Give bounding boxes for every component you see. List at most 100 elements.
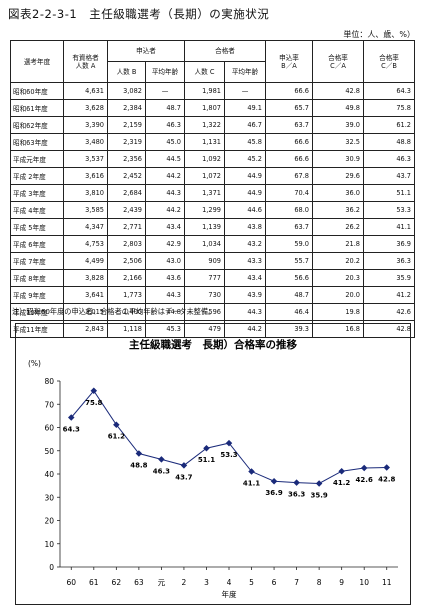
cell-year: 平成 8年度 [10, 269, 64, 287]
chart-frame: 主任級職選考 長期）合格率の推移 (%) 0 10 20 30 40 50 60 70 80 60 61… [15, 323, 411, 605]
cell-b-age: 46.3 [145, 116, 185, 134]
y-tick-label: 0 [49, 563, 54, 572]
header-qualified: 有資格者 人数 A [63, 40, 108, 83]
data-point [293, 479, 300, 486]
cell-a: 4,499 [63, 252, 108, 270]
cell-year: 平成 9年度 [10, 286, 64, 304]
data-point [248, 468, 255, 475]
cell-year: 平成 3年度 [10, 184, 64, 202]
cell-cb: 41.2 [363, 286, 415, 304]
x-tick-label: 11 [382, 578, 392, 587]
cell-a: 3,810 [63, 184, 108, 202]
cell-cb: 61.2 [363, 116, 415, 134]
cell-c-age: — [224, 82, 266, 100]
y-tick-label: 80 [44, 377, 54, 386]
cell-cb: 53.3 [363, 201, 415, 219]
data-label: 75.8 [85, 399, 102, 407]
x-tick-label: 9 [339, 578, 344, 587]
table-row: 平成10年度 3,015 1,400 44.8 596 44.3 46.4 19.8 42.6 [10, 303, 415, 321]
cell-b: 2,319 [107, 133, 146, 151]
cell-c: 1,322 [184, 116, 225, 134]
cell-b: 2,452 [107, 167, 146, 185]
data-label: 36.9 [265, 489, 282, 497]
x-tick-label: 63 [134, 578, 144, 587]
data-label: 43.7 [175, 473, 192, 481]
cell-b: 2,771 [107, 218, 146, 236]
x-axis-label: 年度 [222, 589, 237, 599]
cell-ca: 49.8 [312, 99, 364, 117]
table-row: 平成 6年度 4,753 2,803 42.9 1,034 43.2 59.0 21.8 36.… [10, 235, 415, 253]
cell-ba: 66.6 [265, 82, 313, 100]
data-label: 42.6 [356, 476, 373, 484]
cell-year: 昭和62年度 [10, 116, 64, 134]
unit-note: 単位：人、歳、%） [343, 30, 415, 39]
cell-year: 平成 7年度 [10, 252, 64, 270]
cell-a: 4,631 [63, 82, 108, 100]
cell-ba: 48.7 [265, 286, 313, 304]
cell-ba: 65.7 [265, 99, 313, 117]
y-axis-label: (%) [28, 359, 41, 368]
x-tick-label: 62 [112, 578, 122, 587]
cell-cb: 46.3 [363, 150, 415, 168]
cell-c-age: 44.9 [224, 184, 266, 202]
data-label: 64.3 [63, 426, 80, 434]
cell-cb: 48.8 [363, 133, 415, 151]
cell-a: 3,616 [63, 167, 108, 185]
cell-b-age: 43.0 [145, 252, 185, 270]
cell-cb: 41.1 [363, 218, 415, 236]
y-tick-label: 10 [44, 540, 54, 549]
data-label: 61.2 [108, 433, 125, 441]
table-row: 昭和60年度 4,631 3,082—1,981—66.6 42.8 64.3 [10, 82, 415, 100]
cell-b-age: — [145, 82, 185, 100]
cell-cb: 36.9 [363, 235, 415, 253]
cell-cb: 64.3 [363, 82, 415, 100]
table-row: 平成 7年度 4,499 2,506 43.0 909 43.3 55.7 20.2 36.3 [10, 252, 415, 270]
cell-ba: 66.6 [265, 150, 313, 168]
cell-c-age: 43.3 [224, 252, 266, 270]
cell-a: 3,828 [63, 269, 108, 287]
cell-b: 1,773 [107, 286, 146, 304]
x-tick-label: 6 [272, 578, 277, 587]
cell-b: 2,439 [107, 201, 146, 219]
data-label: 46.3 [153, 467, 170, 475]
header-year: 選考年度 [10, 40, 64, 83]
cell-c: 1,034 [184, 235, 225, 253]
data-point [158, 456, 165, 463]
cell-ba: 63.7 [265, 116, 313, 134]
cell-c-age: 43.4 [224, 269, 266, 287]
cell-ca: 26.2 [312, 218, 364, 236]
x-tick-label: 5 [249, 578, 254, 587]
data-point [315, 480, 323, 487]
figure-title: 図表2-2-3-1 主任級職選考（長期）の実施状況 [8, 7, 270, 21]
cell-ba: 66.6 [265, 133, 313, 151]
cell-b: 2,684 [107, 184, 146, 202]
data-point [360, 464, 368, 472]
cell-c: 1,807 [184, 99, 225, 117]
cell-c-age: 46.7 [224, 116, 266, 134]
cell-cb: 35.9 [363, 269, 415, 287]
header-pass-rate-a: 合格率 C／A [312, 40, 364, 83]
data-label: 36.3 [288, 491, 305, 499]
cell-b-age: 44.3 [145, 184, 185, 202]
header-applicants-age: 平均年齢 [145, 61, 185, 83]
table-row: 昭和63年度 3,480 2,319 45.0 1,131 45.8 66.6 32.5 48.… [10, 133, 415, 151]
cell-b-age: 44.2 [145, 201, 185, 219]
cell-b-age: 42.9 [145, 235, 185, 253]
cell-cb: 43.7 [363, 167, 415, 185]
cell-ba: 68.0 [265, 201, 313, 219]
x-tick-label: 61 [89, 578, 99, 587]
x-tick-label: 3 [204, 578, 209, 587]
cell-b-age: 48.7 [145, 99, 185, 117]
x-tick-label: 元 [158, 578, 166, 587]
cell-year: 平成元年度 [10, 150, 64, 168]
header-applicants: 申込者 [107, 40, 185, 62]
table-row: 平成元年度 3,537 2,356 44.5 1,092 45.2 66.6 30.9 46.3 [10, 150, 415, 168]
cell-c-age: 43.9 [224, 286, 266, 304]
cell-cb: 75.8 [363, 99, 415, 117]
cell-b-age: 44.2 [145, 167, 185, 185]
cell-c: 1,139 [184, 218, 225, 236]
y-tick-label: 20 [44, 517, 54, 526]
data-label: 51.1 [198, 456, 215, 464]
x-tick-label: 60 [66, 578, 76, 587]
